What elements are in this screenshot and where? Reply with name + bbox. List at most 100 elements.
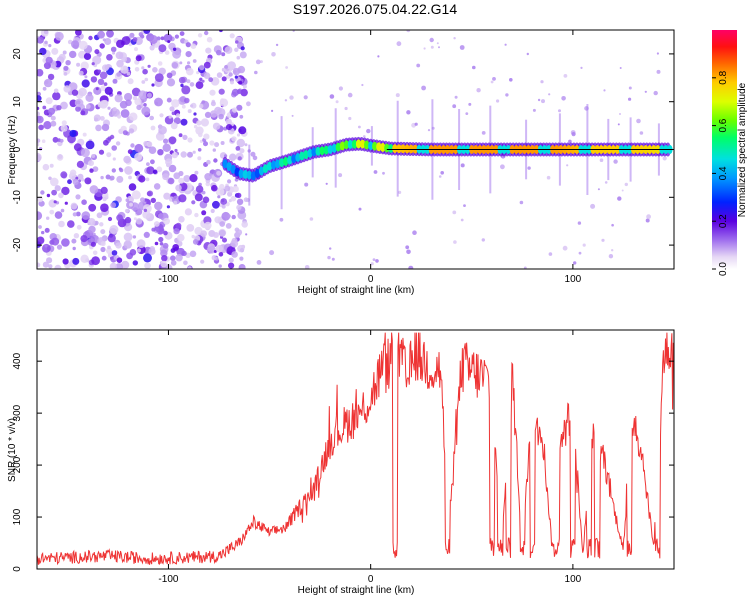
noise-blob — [37, 142, 40, 147]
sparse-dot — [358, 207, 362, 211]
noise-blob — [123, 155, 131, 164]
sparse-dot — [500, 164, 505, 170]
noise-blob — [136, 239, 146, 249]
noise-blob — [201, 79, 205, 83]
noise-blob — [101, 123, 110, 132]
signal-core — [287, 155, 293, 165]
noise-blob — [64, 201, 68, 205]
noise-blob — [234, 75, 238, 79]
noise-blob — [49, 209, 55, 215]
noise-blob — [211, 184, 218, 192]
signal-core — [347, 139, 353, 149]
noise-blob — [81, 79, 90, 88]
noise-blob — [37, 111, 40, 117]
noise-blob — [140, 197, 145, 203]
sparse-dot — [406, 249, 411, 255]
sparse-dot — [406, 110, 411, 115]
noise-blob — [80, 235, 88, 243]
noise-blob — [58, 220, 65, 228]
noise-blob — [218, 88, 225, 95]
sparse-dot — [599, 158, 604, 162]
noise-blob — [116, 257, 123, 264]
noise-blob — [96, 212, 103, 219]
sparse-dot — [405, 245, 410, 250]
sparse-dot — [645, 218, 650, 223]
noise-blob — [191, 234, 195, 239]
noise-blob — [236, 198, 244, 205]
spectrogram-x-axis-label: Height of straight line (km) — [298, 285, 415, 296]
noise-blob — [221, 211, 231, 221]
noise-blob — [100, 229, 106, 235]
signal-core — [230, 164, 236, 174]
noise-blob — [128, 43, 132, 47]
noise-blob — [75, 194, 81, 200]
noise-blob — [78, 70, 84, 76]
sparse-dot — [309, 217, 314, 221]
noise-blob — [134, 47, 138, 52]
noise-blob — [151, 83, 155, 87]
signal-core — [238, 169, 244, 179]
noise-blob — [136, 248, 141, 253]
noise-blob — [83, 52, 92, 61]
noise-blob — [204, 30, 209, 36]
noise-blob — [100, 246, 106, 253]
noise-blob — [180, 118, 188, 126]
noise-blob — [51, 189, 57, 196]
y-tick-label: 20 — [12, 48, 23, 60]
y-tick-label: 200 — [12, 456, 23, 473]
sparse-dot — [519, 200, 524, 205]
noise-blob — [187, 137, 193, 143]
noise-blob — [172, 244, 180, 251]
sparse-dot — [412, 230, 417, 235]
noise-blob — [41, 230, 45, 235]
noise-blob — [230, 239, 239, 248]
y-tick-label: -20 — [12, 237, 23, 252]
noise-blob — [75, 106, 81, 112]
sparse-dot — [408, 265, 414, 269]
sparse-dot — [617, 196, 622, 201]
colorbar-tick-label: 0.4 — [718, 166, 729, 180]
noise-blob — [106, 30, 114, 38]
noise-blob — [37, 262, 41, 268]
signal-core — [283, 156, 289, 166]
noise-blob — [71, 238, 77, 244]
noise-blob — [40, 190, 45, 195]
noise-blob — [50, 120, 57, 127]
noise-blob — [80, 148, 90, 158]
noise-blob — [222, 237, 227, 243]
noise-blob — [173, 200, 178, 205]
signal-core — [319, 146, 325, 156]
signal-core — [388, 144, 394, 153]
signal-core — [250, 171, 256, 181]
snr-axes: -100 0 100 0 100 200 300 400 — [12, 330, 674, 585]
sparse-dot — [541, 99, 545, 104]
noise-blob — [143, 103, 147, 107]
noise-blob — [76, 224, 82, 230]
noise-blob — [37, 36, 44, 44]
sparse-dot — [571, 132, 576, 137]
noise-blob — [60, 171, 68, 179]
signal-core — [339, 141, 345, 151]
noise-blob — [158, 125, 167, 135]
noise-blob — [93, 114, 101, 122]
sparse-dot — [604, 181, 608, 184]
noise-blob — [201, 210, 207, 216]
noise-blob — [209, 89, 216, 96]
noise-blob — [163, 217, 170, 225]
noise-blob — [84, 75, 88, 79]
noise-blob — [37, 211, 43, 221]
noise-blob — [181, 104, 186, 109]
sparse-dot — [624, 182, 628, 187]
noise-blob — [171, 99, 180, 108]
noise-blob — [195, 126, 204, 135]
sparse-dot — [348, 116, 352, 121]
sparse-dot — [250, 151, 256, 157]
sparse-dot — [331, 257, 335, 261]
sparse-dot — [548, 252, 553, 256]
noise-blob — [42, 163, 50, 171]
noise-blob — [129, 32, 135, 38]
noise-blob — [127, 78, 134, 85]
noise-blob — [234, 227, 240, 233]
noise-blob — [144, 77, 149, 82]
